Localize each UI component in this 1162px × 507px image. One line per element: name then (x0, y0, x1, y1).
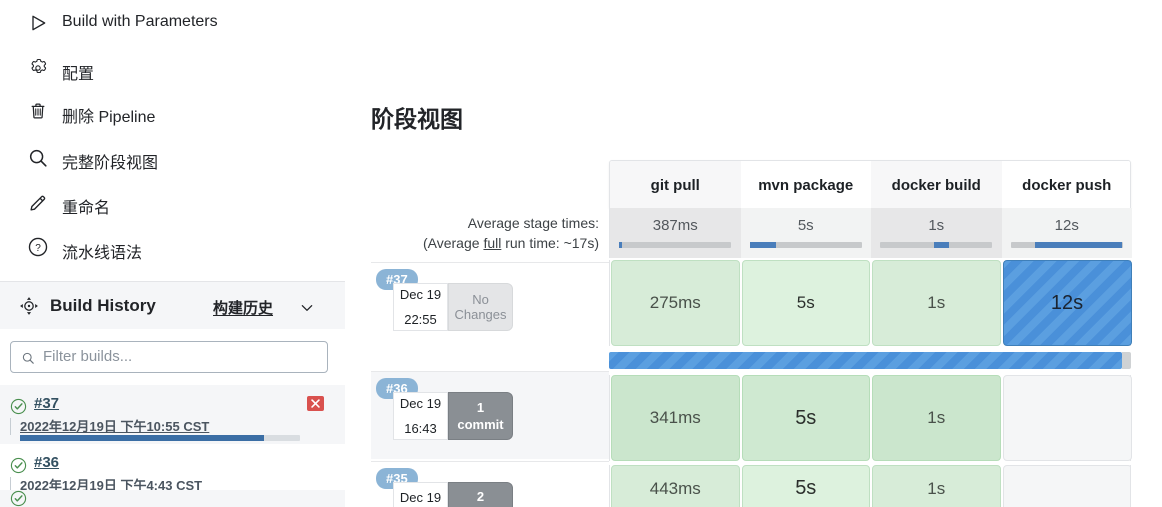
svg-text:?: ? (35, 243, 41, 254)
